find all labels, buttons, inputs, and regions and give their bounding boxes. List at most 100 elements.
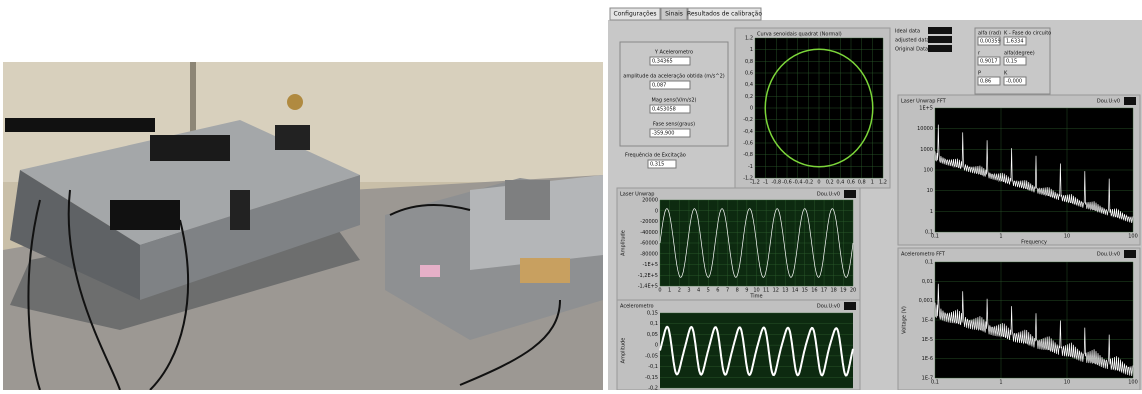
y-tick-label: 0 xyxy=(655,208,658,214)
param-box xyxy=(977,56,1001,66)
y-tick-label: -0,1 xyxy=(648,364,658,370)
y-tick-label: 0,001 xyxy=(919,298,933,304)
param-label: K xyxy=(1004,71,1008,77)
legend-swatch xyxy=(928,27,952,34)
x-tick-label: 0,1 xyxy=(931,234,939,240)
legend-label: adjusted data xyxy=(895,38,929,44)
y-tick-label: 0,05 xyxy=(647,332,658,338)
x-tick-label: 12 xyxy=(773,288,779,294)
field-value: 0,453058 xyxy=(652,107,676,113)
y-tick-label: 1E+5 xyxy=(919,106,933,112)
param-label: P xyxy=(978,71,981,77)
field-box xyxy=(649,80,691,90)
y-tick-label: 1E-6 xyxy=(922,356,933,362)
y-tick-label: 0,2 xyxy=(745,94,753,100)
plot-title: Acelerometro xyxy=(620,304,654,310)
x-tick-label: 11 xyxy=(763,288,769,294)
x-tick-label: 15 xyxy=(802,288,808,294)
field-label: Mag sens(V/m/s2) xyxy=(652,98,697,104)
y-tick-label: 0,4 xyxy=(745,82,753,88)
param-label: alfa (rad) xyxy=(978,31,1001,37)
y-tick-label: 20000 xyxy=(642,198,658,204)
tab-label[interactable]: Sinais xyxy=(665,11,683,18)
tab-label[interactable]: Resultados de calibração xyxy=(687,11,762,18)
y-tick-label: 0 xyxy=(750,106,753,112)
y-tick-label: -1,2E+5 xyxy=(638,273,658,279)
x-tick-label: 18 xyxy=(831,288,837,294)
param-box xyxy=(977,36,1001,46)
field-value: -359,900 xyxy=(652,131,674,137)
plot-button[interactable]: Dou.U:v0 xyxy=(817,304,840,310)
y-tick-label: -0,05 xyxy=(645,353,658,359)
y-tick-label: 1,2 xyxy=(745,36,753,42)
y-tick-label: 0 xyxy=(655,343,658,349)
x-tick-label: 0,6 xyxy=(847,180,855,186)
plot-title: Laser Unwrap xyxy=(620,192,654,198)
y-tick-label: 0,01 xyxy=(922,279,933,285)
photo xyxy=(3,62,603,391)
y-tick-label: 1E-4 xyxy=(922,318,933,324)
x-tick-label: 0 xyxy=(817,180,820,186)
y-tick-label: 100 xyxy=(923,168,933,174)
y-tick-label: -80000 xyxy=(640,251,658,257)
x-tick-label: -1 xyxy=(763,180,768,186)
plot-button[interactable]: Dou.U:v0 xyxy=(817,192,840,198)
x-tick-label: 9 xyxy=(745,288,748,294)
x-tick-label: 100 xyxy=(1128,380,1138,386)
trace xyxy=(659,325,854,377)
y-tick-label: 1 xyxy=(750,47,753,53)
y-tick-label: -1E+5 xyxy=(642,262,658,268)
x-tick-label: 10 xyxy=(753,288,759,294)
tab[interactable] xyxy=(660,7,688,21)
trace xyxy=(934,124,1134,223)
tab[interactable] xyxy=(687,7,762,21)
x-tick-label: 0 xyxy=(658,288,661,294)
x-tick-label: 6 xyxy=(716,288,719,294)
x-tick-label: 10 xyxy=(1064,380,1070,386)
field-label: Fase sens(graus) xyxy=(653,122,695,128)
trace xyxy=(934,283,1134,377)
tab-label[interactable]: Configurações xyxy=(614,11,657,18)
x-tick-label: 100 xyxy=(1128,234,1138,240)
field-group xyxy=(619,41,729,147)
y-tick-label: -0,6 xyxy=(743,141,753,147)
plot-title: Curva senoidais quadrat (Normal) xyxy=(757,32,842,38)
plot-button[interactable]: Dou.U:v0 xyxy=(1097,252,1120,258)
y-tick-label: 0,8 xyxy=(745,59,753,65)
x-tick-label: -0,2 xyxy=(803,180,813,186)
y-tick-label: -0,2 xyxy=(648,386,658,391)
tab[interactable] xyxy=(609,7,661,21)
field-value: 0,087 xyxy=(652,83,666,89)
plot-button-icon[interactable] xyxy=(1124,97,1136,105)
plot-button-icon[interactable] xyxy=(844,302,856,310)
y-tick-label: 0,1 xyxy=(925,230,933,236)
field-box xyxy=(649,104,691,114)
y-tick-label: -0,8 xyxy=(743,152,753,158)
y-tick-label: 1E-7 xyxy=(922,376,933,382)
y-tick-label: -20000 xyxy=(640,219,658,225)
y-tick-label: 1E-5 xyxy=(922,337,933,343)
x-tick-label: 19 xyxy=(840,288,846,294)
field-label: Y Acelerometro xyxy=(654,50,693,56)
param-value: 0,86 xyxy=(980,79,991,85)
param-box xyxy=(1003,36,1027,46)
x-tick-label: 1 xyxy=(668,288,671,294)
x-tick-label: -0,4 xyxy=(793,180,803,186)
x-tick-label: 0,4 xyxy=(836,180,844,186)
x-tick-label: 20 xyxy=(850,288,856,294)
param-box xyxy=(1003,76,1027,86)
plot-button-icon[interactable] xyxy=(1124,250,1136,258)
param-group xyxy=(974,27,1051,95)
plot-button-icon[interactable] xyxy=(844,190,856,198)
plot-title: Laser Unwrap FFT xyxy=(901,99,947,105)
field-value: 0,34365 xyxy=(652,59,673,65)
field-label: amplitude da aceleração obtida (m/s^2) xyxy=(623,74,725,80)
param-box xyxy=(1003,56,1027,66)
param-label: K - Fase do circuito xyxy=(1004,31,1051,37)
y-tick-label: 10 xyxy=(927,188,933,194)
plot-title: Acelerometro FFT xyxy=(901,252,946,258)
x-tick-label: 8 xyxy=(736,288,739,294)
plot-button[interactable]: Dou.U:v0 xyxy=(1097,99,1120,105)
